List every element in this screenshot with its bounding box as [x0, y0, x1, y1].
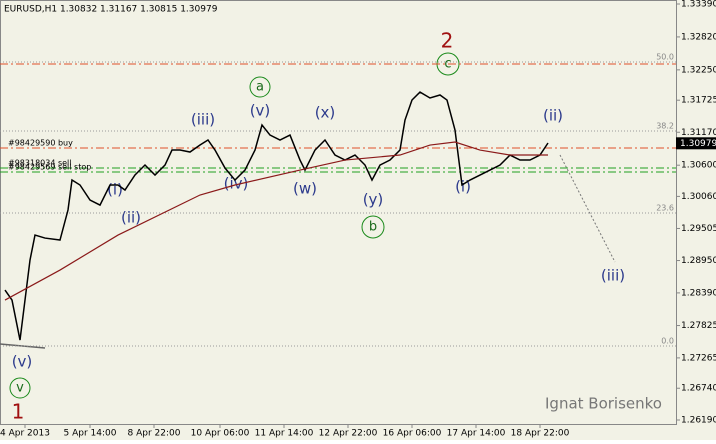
y-tick-label: 1.26740: [681, 384, 716, 394]
x-tick-label: 16 Apr 06:00: [383, 429, 442, 439]
wave-label: 2: [441, 29, 454, 53]
order-label: #98429569 sell stop: [8, 163, 91, 172]
y-tick-label: 1.31725: [681, 96, 716, 106]
chart-title: EURUSD,H1 1.30832 1.31167 1.30815 1.3097…: [4, 5, 218, 15]
moving-average: [4, 141, 548, 301]
wave-label: (v): [12, 353, 33, 371]
wave-circle: [361, 215, 385, 239]
fib-label: 50.0: [656, 52, 674, 61]
wave-label: (ii): [543, 107, 563, 125]
x-tick-label: 12 Apr 22:00: [319, 429, 378, 439]
y-tick-label: 1.32820: [681, 32, 716, 42]
order-label: #98318034 sell: [8, 159, 72, 168]
order-label: #98429590 buy: [8, 139, 73, 148]
plot-frame: [0, 0, 677, 425]
y-tick-label: 1.33390: [681, 0, 716, 9]
wave-circle: [9, 377, 31, 399]
y-tick-label: 1.26190: [681, 416, 716, 426]
x-tick-label: 18 Apr 22:00: [511, 429, 570, 439]
y-tick-label: 1.28390: [681, 288, 716, 298]
fib-label: 38.2: [656, 122, 674, 131]
wave-label: v: [16, 381, 24, 396]
y-tick-label: 1.30600: [681, 161, 716, 171]
x-tick-label: 4 Apr 2013: [0, 429, 50, 439]
x-tick-label: 11 Apr 14:00: [255, 429, 314, 439]
wave-circle: [249, 76, 271, 98]
projection-line: [559, 154, 616, 263]
y-tick-label: 1.30060: [681, 192, 716, 202]
wave-label: b: [369, 220, 377, 235]
x-tick-label: 8 Apr 22:00: [128, 429, 181, 439]
x-tick-label: 5 Apr 14:00: [64, 429, 117, 439]
wave-label: (i): [107, 181, 123, 199]
watermark: Ignat Borisenko: [545, 395, 662, 413]
last-price-label: 1.30979: [680, 139, 716, 149]
wave-label: (iii): [191, 111, 215, 129]
wave-label: (iv): [224, 175, 249, 193]
wave-label: (w): [293, 180, 317, 198]
y-tick-label: 1.32250: [681, 65, 716, 75]
wave-label: a: [256, 80, 264, 95]
y-tick-label: 1.28950: [681, 256, 716, 266]
wave-label: (iii): [601, 267, 625, 285]
last-price-box: [676, 137, 716, 150]
x-tick-label: 17 Apr 14:00: [447, 429, 506, 439]
x-tick-label: 10 Apr 06:00: [191, 429, 250, 439]
trend-line: [0, 343, 46, 349]
fib-label: 23.6: [656, 204, 674, 213]
fib-label: 0.0: [661, 337, 674, 346]
wave-label: (x): [315, 104, 336, 122]
wave-label: (ii): [121, 209, 141, 227]
wave-label: (v): [250, 102, 271, 120]
wave-label: 1: [12, 400, 25, 424]
y-tick-label: 1.27825: [681, 321, 716, 331]
series-line: [4, 91, 549, 341]
y-tick-label: 1.31170: [681, 128, 716, 138]
y-tick-label: 1.29505: [681, 224, 716, 234]
y-tick-label: 1.27265: [681, 353, 716, 363]
wave-label: (y): [363, 191, 384, 209]
